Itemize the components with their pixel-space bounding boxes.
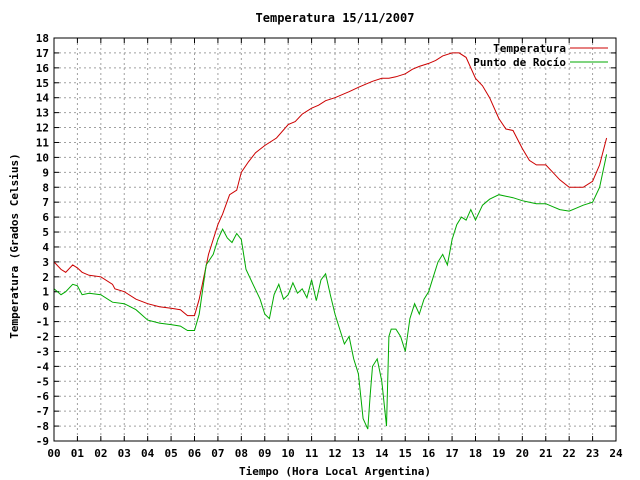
y-tick-label: 5: [42, 226, 49, 239]
y-tick-label: 12: [36, 122, 49, 135]
chart-title: Temperatura 15/11/2007: [256, 11, 415, 25]
y-tick-label: 11: [36, 136, 50, 149]
x-tick-label: 24: [609, 447, 623, 460]
x-tick-label: 09: [258, 447, 271, 460]
x-tick-label: 06: [188, 447, 202, 460]
x-tick-label: 17: [445, 447, 458, 460]
x-tick-label: 12: [328, 447, 341, 460]
x-tick-label: 14: [375, 447, 389, 460]
x-tick-label: 04: [141, 447, 155, 460]
y-tick-label: -8: [36, 420, 49, 433]
y-tick-label: 4: [42, 241, 49, 254]
x-tick-label: 05: [164, 447, 177, 460]
y-tick-label: 8: [42, 181, 49, 194]
y-tick-label: 2: [42, 271, 49, 284]
y-tick-label: 3: [42, 256, 49, 269]
series-line-punto-de-rocio: [53, 154, 608, 430]
grid: [54, 38, 616, 441]
y-axis-label: Temperatura (Grados Celsius): [8, 153, 21, 338]
x-tick-label: 03: [118, 447, 131, 460]
y-tick-label: 10: [36, 151, 49, 164]
data-series: [53, 52, 608, 430]
x-axis-label: Tiempo (Hora Local Argentina): [239, 465, 431, 478]
x-tick-label: 20: [516, 447, 529, 460]
x-tick-label: 11: [305, 447, 319, 460]
y-tick-label: 6: [42, 211, 49, 224]
x-tick-label: 00: [47, 447, 60, 460]
y-tick-label: 14: [36, 92, 50, 105]
y-tick-label: -9: [36, 435, 49, 448]
y-tick-label: -4: [36, 360, 50, 373]
x-tick-label: 02: [94, 447, 107, 460]
y-tick-label: -1: [36, 316, 50, 329]
y-tick-label: 7: [42, 196, 49, 209]
x-tick-label: 01: [71, 447, 85, 460]
x-tick-label: 16: [422, 447, 436, 460]
y-tick-label: 17: [36, 47, 49, 60]
legend-label-temperatura: Temperatura: [493, 42, 566, 55]
x-tick-label: 08: [235, 447, 248, 460]
y-tick-label: -6: [36, 390, 50, 403]
y-tick-label: 13: [36, 107, 49, 120]
y-tick-label: 1: [42, 286, 49, 299]
plot-frame: [53, 37, 617, 442]
x-tick-label: 18: [469, 447, 482, 460]
y-tick-label: -5: [36, 375, 49, 388]
y-tick-label: -7: [36, 405, 49, 418]
y-tick-label: -2: [36, 331, 49, 344]
series-line-temperatura: [53, 52, 608, 317]
x-tick-label: 22: [563, 447, 576, 460]
legend-label-punto-de-rocio: Punto de Rocío: [473, 56, 566, 69]
y-tick-label: 0: [42, 301, 49, 314]
y-tick-label: 18: [36, 32, 49, 45]
legend: Temperatura Punto de Rocío: [473, 42, 608, 69]
y-tick-label: 16: [36, 62, 50, 75]
x-tick-label: 19: [492, 447, 505, 460]
x-tick-label: 10: [282, 447, 295, 460]
y-tick-label: -3: [36, 345, 49, 358]
y-tick-label: 9: [42, 166, 49, 179]
y-tick-label: 15: [36, 77, 49, 90]
x-tick-label: 21: [539, 447, 553, 460]
x-tick-label: 13: [352, 447, 365, 460]
x-tick-label: 15: [399, 447, 412, 460]
x-tick-label: 23: [586, 447, 599, 460]
x-tick-label: 07: [211, 447, 224, 460]
axis-ticks: -9-8-7-6-5-4-3-2-10123456789101112131415…: [36, 32, 623, 460]
